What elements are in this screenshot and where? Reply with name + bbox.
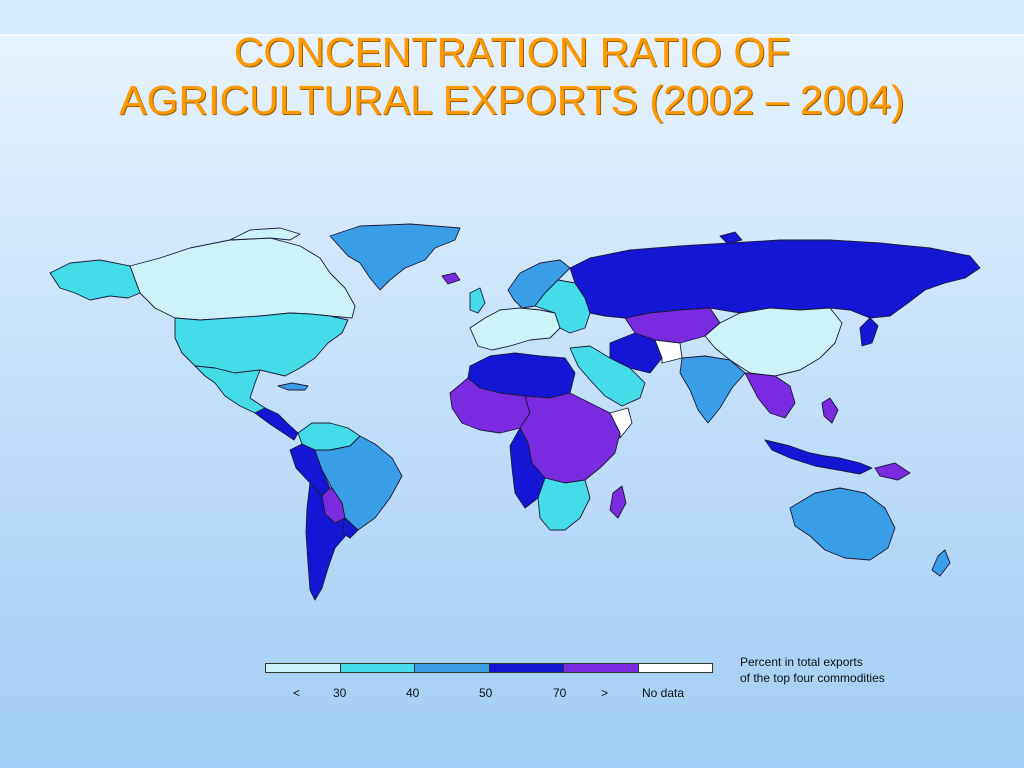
region-mexico xyxy=(194,365,266,414)
region-japan xyxy=(859,317,879,347)
region-india xyxy=(679,355,746,424)
region-iceland xyxy=(441,272,461,285)
title-line-2: AGRICULTURAL EXPORTS (2002 – 2004) xyxy=(119,77,905,123)
region-western-europe xyxy=(469,307,561,351)
region-cuba xyxy=(277,382,309,391)
legend-label-30: 30 xyxy=(333,686,347,700)
legend-label-70: 70 xyxy=(553,686,567,700)
slide-top-strip xyxy=(0,0,1024,34)
legend-swatch-no-data xyxy=(638,664,712,672)
slide-title: CONCENTRATION RATIO OF AGRICULTURAL EXPO… xyxy=(0,28,1024,124)
region-arctic-islands xyxy=(229,227,301,241)
region-uruguay xyxy=(341,517,359,539)
region-afghanistan xyxy=(654,339,683,364)
world-map xyxy=(49,223,981,601)
region-somalia xyxy=(609,407,633,439)
legend-bar xyxy=(265,663,713,673)
region-iran xyxy=(609,332,663,374)
region-papua xyxy=(874,462,911,481)
region-uk xyxy=(469,287,486,314)
legend-label-50: 50 xyxy=(479,686,493,700)
region-southern-africa xyxy=(537,477,591,531)
legend-swatch-40-50 xyxy=(415,664,490,672)
legend-caption-line-1: Percent in total exports xyxy=(740,655,863,669)
region-new-zealand xyxy=(931,549,951,577)
region-angola-congo xyxy=(509,427,546,509)
region-middle-east xyxy=(569,345,646,407)
legend-caption: Percent in total exports of the top four… xyxy=(740,654,885,686)
legend-caption-line-2: of the top four commodities xyxy=(740,671,885,685)
region-argentina-chile xyxy=(305,482,349,601)
region-madagascar xyxy=(609,485,627,519)
region-australia xyxy=(789,487,896,561)
region-canada xyxy=(129,237,356,321)
legend-label-no-data: No data xyxy=(642,686,685,700)
legend-swatch-50-70 xyxy=(489,664,564,672)
region-central-america xyxy=(254,407,299,441)
region-russia xyxy=(569,239,981,319)
region-alaska xyxy=(49,259,141,301)
region-svalbard xyxy=(719,231,743,245)
legend-labels: < 30 40 50 70 > No data xyxy=(265,686,725,702)
legend-label-less: < xyxy=(293,686,301,700)
legend-swatch-30-40 xyxy=(340,664,415,672)
region-china xyxy=(704,307,843,377)
legend-swatch-above-70 xyxy=(564,664,639,672)
region-southeast-asia xyxy=(744,372,796,419)
legend-label-40: 40 xyxy=(406,686,420,700)
legend-swatch-below-30 xyxy=(266,664,341,672)
region-greenland xyxy=(329,223,461,291)
region-indonesia xyxy=(764,439,873,475)
region-philippines xyxy=(821,397,839,424)
legend-label-greater: > xyxy=(601,686,609,700)
title-line-1: CONCENTRATION RATIO OF xyxy=(233,29,791,75)
slide-top-line xyxy=(0,34,1024,36)
